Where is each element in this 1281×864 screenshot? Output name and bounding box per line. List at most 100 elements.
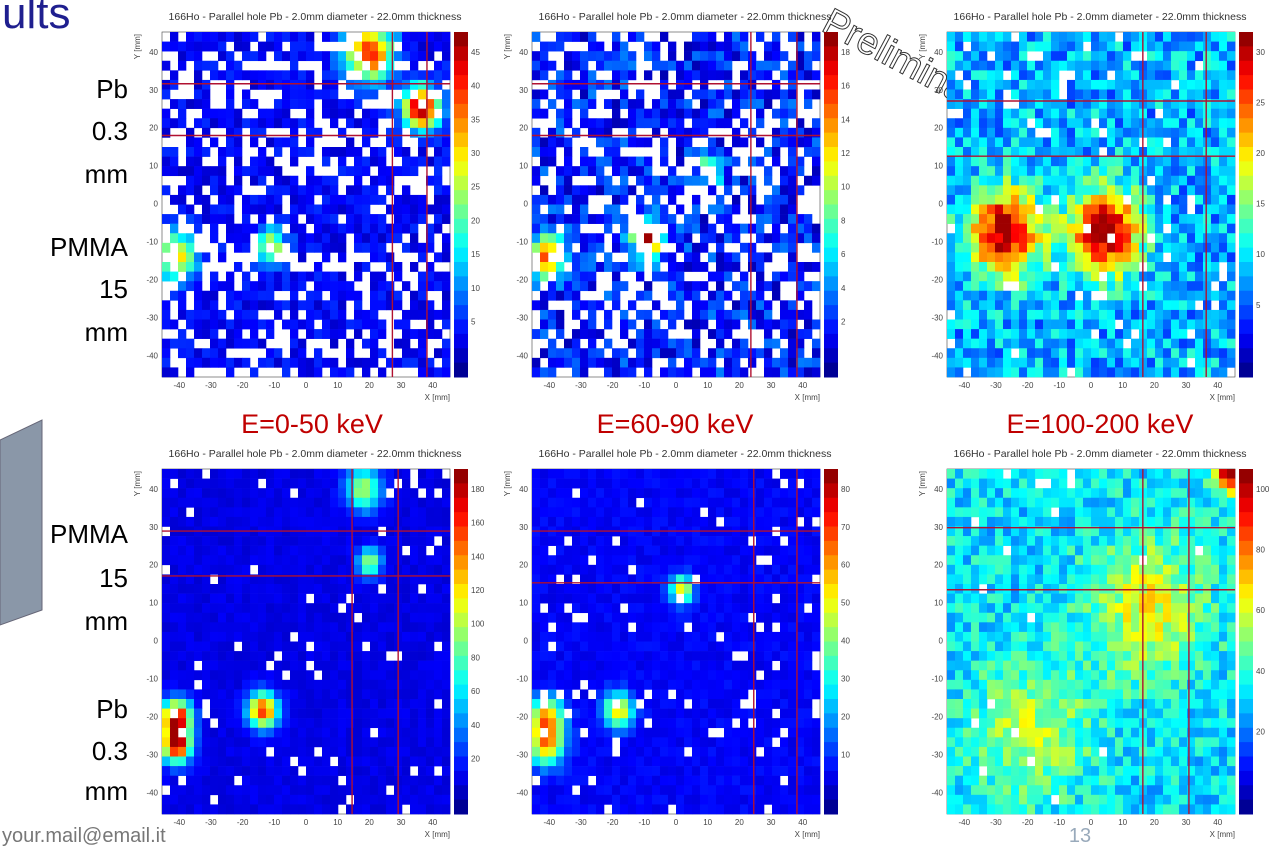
heatmap-cell — [386, 536, 395, 546]
heatmap-cell — [788, 300, 797, 311]
colorbar-tick-label: 10 — [1256, 250, 1265, 259]
heatmap-cell — [979, 204, 988, 215]
heatmap-cell — [434, 718, 443, 729]
heatmap-cell — [1011, 233, 1020, 244]
heatmap-cell — [234, 127, 243, 138]
heatmap-cell — [1051, 147, 1060, 157]
heatmap-cell — [266, 79, 275, 90]
heatmap-cell — [572, 32, 581, 42]
heatmap-cell — [1059, 357, 1068, 368]
heatmap-cell — [732, 32, 741, 42]
heatmap-cell — [1075, 309, 1084, 320]
heatmap-cell — [947, 89, 956, 100]
heatmap-cell — [995, 60, 1004, 71]
heatmap-cell — [1187, 60, 1196, 71]
heatmap-cell — [540, 497, 549, 508]
heatmap-cell — [668, 357, 677, 368]
heatmap-cell — [564, 108, 573, 119]
heatmap-cell — [210, 41, 219, 52]
heatmap-cell — [362, 242, 371, 253]
heatmap-cell — [692, 41, 701, 52]
heatmap-cell — [178, 631, 187, 642]
heatmap-cell — [732, 108, 741, 119]
heatmap-cell — [812, 127, 821, 138]
heatmap-cell — [788, 357, 797, 368]
heatmap-cell — [716, 290, 725, 301]
heatmap-cell — [652, 51, 661, 62]
heatmap-cell — [788, 488, 797, 499]
heatmap-cell — [434, 147, 443, 157]
heatmap-cell — [1067, 214, 1076, 224]
heatmap-cell — [162, 300, 171, 311]
heatmap-cell — [322, 545, 331, 556]
heatmap-cell — [580, 574, 589, 585]
heatmap-cell — [170, 641, 179, 652]
heatmap-cell — [418, 622, 427, 633]
heatmap-cell — [1075, 137, 1084, 148]
heatmap-cell — [386, 469, 395, 479]
heatmap-cell — [322, 357, 331, 368]
heatmap-cell — [234, 32, 243, 42]
heatmap-cell — [210, 108, 219, 119]
heatmap-cell — [987, 79, 996, 90]
heatmap-cell — [1011, 194, 1020, 205]
heatmap-cell — [556, 584, 565, 594]
heatmap-cell — [194, 118, 203, 129]
heatmap-cell — [346, 147, 355, 157]
heatmap-cell — [652, 507, 661, 518]
heatmap-cell — [780, 593, 789, 604]
heatmap-cell — [987, 32, 996, 42]
heatmap-cell — [804, 147, 813, 157]
heatmap-cell — [274, 555, 283, 566]
heatmap-cell — [330, 766, 339, 776]
heatmap-cell — [194, 593, 203, 604]
heatmap-cell — [572, 252, 581, 263]
heatmap-cell — [322, 319, 331, 330]
heatmap-cell — [1091, 60, 1100, 71]
heatmap-cell — [955, 319, 964, 330]
heatmap-cell — [434, 622, 443, 633]
heatmap-cell — [540, 242, 549, 253]
heatmap-cell — [346, 689, 355, 700]
heatmap-cell — [612, 147, 621, 157]
heatmap-cell — [947, 204, 956, 215]
heatmap-cell — [1075, 281, 1084, 292]
heatmap-cell — [1011, 60, 1020, 71]
heatmap-cell — [1147, 41, 1156, 52]
heatmap-cell — [418, 603, 427, 614]
heatmap-cell — [290, 775, 299, 786]
heatmap-cell — [1171, 156, 1180, 167]
heatmap-cell — [660, 147, 669, 157]
heatmap-cell — [1011, 41, 1020, 52]
heatmap-cell — [612, 603, 621, 614]
heatmap-cell — [548, 99, 557, 109]
heatmap-cell — [314, 290, 323, 301]
heatmap-cell — [202, 746, 211, 757]
heatmap-cell — [234, 660, 243, 671]
heatmap-cell — [668, 338, 677, 349]
colorbar-step — [1239, 348, 1253, 364]
heatmap-cell — [1067, 194, 1076, 205]
heatmap-cell — [250, 51, 259, 62]
heatmap-cell — [434, 497, 443, 508]
heatmap-cell — [564, 252, 573, 263]
heatmap-cell — [282, 79, 291, 90]
heatmap-cell — [764, 281, 773, 292]
heatmap-cell — [955, 89, 964, 100]
heatmap-cell — [386, 699, 395, 709]
heatmap-cell — [612, 469, 621, 479]
heatmap-cell — [724, 603, 733, 614]
colorbar-step — [454, 641, 468, 657]
heatmap-cell — [354, 185, 363, 196]
heatmap-cell — [1163, 51, 1172, 62]
heatmap-cell — [596, 584, 605, 594]
colorbar-step — [454, 584, 468, 599]
heatmap-cell — [788, 367, 797, 378]
heatmap-cell — [258, 651, 267, 661]
heatmap-cell — [330, 469, 339, 479]
heatmap-cell — [282, 746, 291, 757]
heatmap-cell — [218, 194, 227, 205]
heatmap-cell — [740, 584, 749, 594]
heatmap-cell — [1035, 89, 1044, 100]
heatmap-cell — [418, 699, 427, 709]
